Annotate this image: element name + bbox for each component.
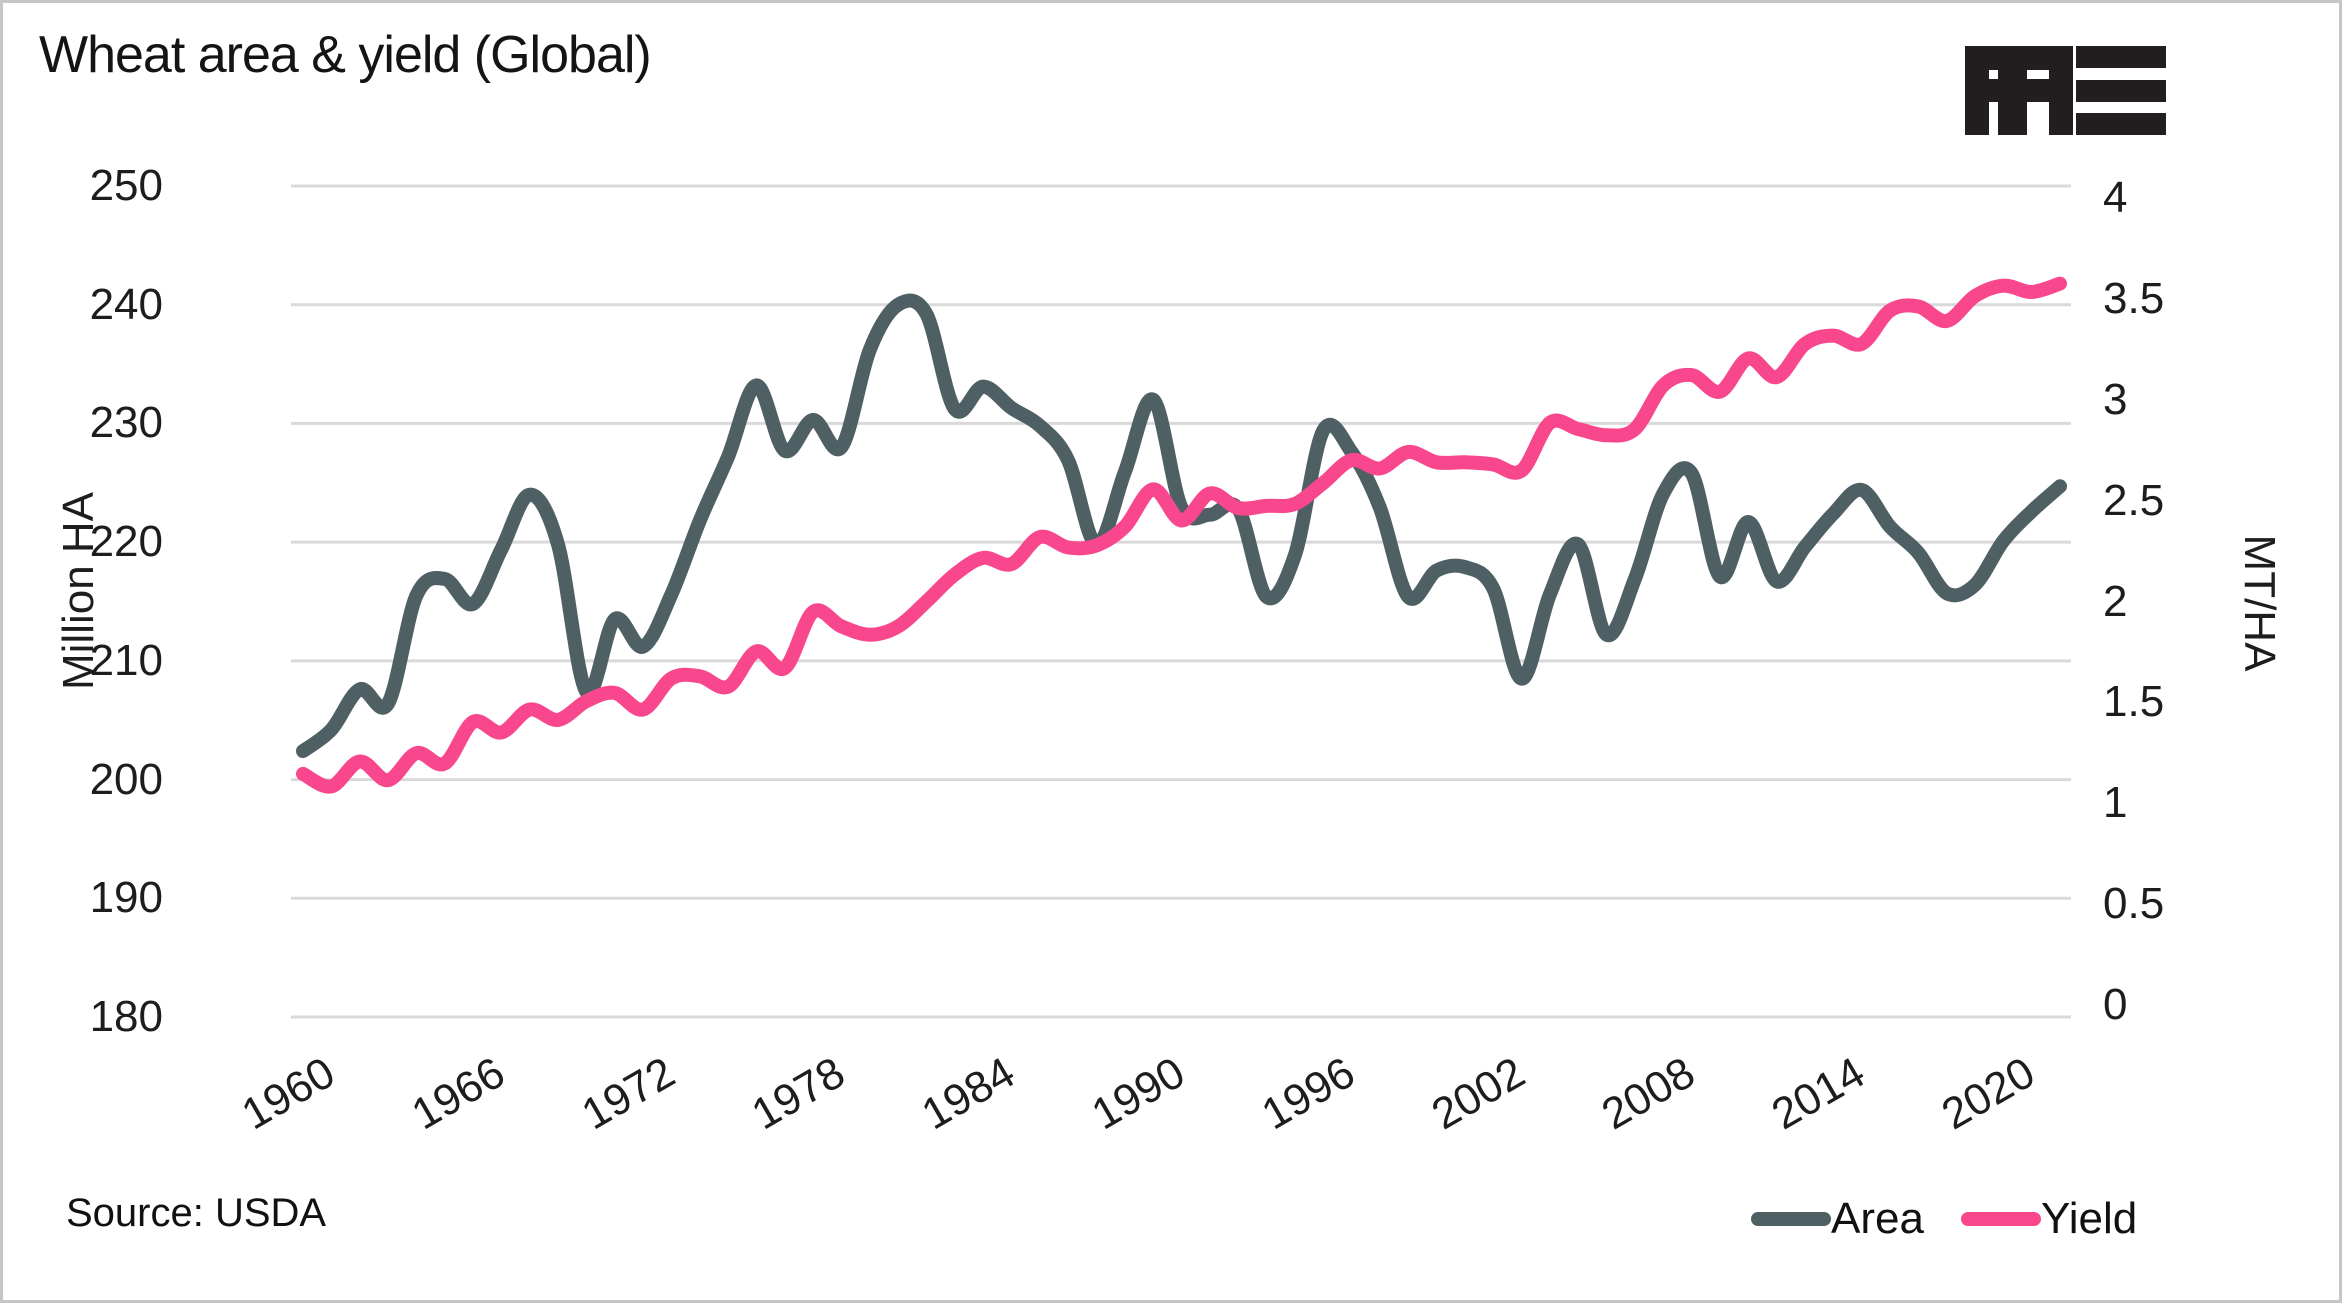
- y-axis-right-tick-label: 3.5: [2103, 273, 2165, 323]
- y-axis-right-tick-label: 2: [2103, 576, 2128, 626]
- y-axis-right-tick-label: 3: [2103, 374, 2128, 424]
- y-axis-left-tick-label: 210: [89, 635, 163, 685]
- plot-area: [291, 184, 2071, 1019]
- area-line-series: [296, 293, 2067, 759]
- yield-line-series: [296, 276, 2067, 794]
- logo-triple-bar-icon: [2076, 80, 2166, 102]
- y-axis-right-tick-label: 0.5: [2103, 879, 2165, 929]
- y-axis-left-tick-label: 190: [89, 873, 163, 923]
- y-axis-right-tick-label: 1.5: [2103, 677, 2165, 727]
- area-line-swatch-icon: [1751, 1212, 1831, 1226]
- logo-m-icon: [1965, 46, 2073, 135]
- legend-label-yield: Yield: [2041, 1194, 2138, 1243]
- y-axis-left-title: Million HA: [54, 491, 103, 691]
- y-axis-left-tick-label: 240: [89, 279, 163, 329]
- y-axis-left-tick-label: 220: [89, 517, 163, 567]
- brand-logo: [1965, 46, 2296, 135]
- chart-title: Wheat area & yield (Global): [39, 26, 652, 84]
- legend-item-yield: Yield: [1961, 1195, 2137, 1243]
- y-axis-left-tick-label: 230: [89, 398, 163, 448]
- logo-triple-bar-icon: [2076, 113, 2166, 135]
- legend-item-area: Area: [1751, 1195, 1924, 1243]
- y-axis-left-tick-label: 180: [89, 992, 163, 1041]
- y-axis-right-tick-label: 2.5: [2103, 475, 2165, 525]
- legend-label-area: Area: [1831, 1194, 1924, 1243]
- y-axis-left-tick-label: 200: [89, 754, 163, 804]
- y-axis-right-tick-label: 0: [2103, 980, 2128, 1029]
- y-axis-right-tick-label: 4: [2103, 173, 2128, 222]
- source-note: Source: USDA: [66, 1191, 327, 1235]
- y-axis-right-tick-label: 1: [2103, 778, 2128, 828]
- y-axis-right-title: MT/HA: [2235, 534, 2284, 672]
- y-axis-left-tick-label: 250: [89, 161, 163, 210]
- yield-line-swatch-icon: [1961, 1212, 2041, 1226]
- logo-triple-bar-icon: [2076, 46, 2166, 68]
- gridlines: [291, 184, 2071, 1019]
